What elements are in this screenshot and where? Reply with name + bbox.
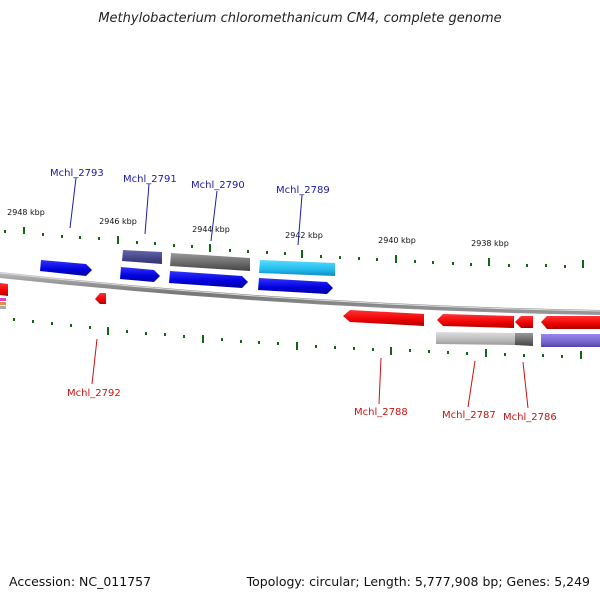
leader-line-mchl-2789: [297, 194, 303, 246]
gene-label-mchl-2790[interactable]: Mchl_2790: [191, 180, 245, 191]
leader-line-mchl-2793: [69, 177, 77, 229]
gene-label-mchl-2788[interactable]: Mchl_2788: [354, 407, 408, 418]
gene-label-mchl-2793[interactable]: Mchl_2793: [50, 168, 104, 179]
gene-stripe-left-edge-3: [0, 306, 6, 309]
gene-label-mchl-2787[interactable]: Mchl_2787: [442, 410, 496, 421]
gene-arrow-mchl-2792[interactable]: [95, 293, 106, 304]
gene-arrow-mchl-2793[interactable]: [40, 260, 92, 276]
gene-label-mchl-2789[interactable]: Mchl_2789: [276, 185, 330, 196]
gene-box-mchl-2786[interactable]: [515, 333, 533, 346]
leader-line-mchl-2788: [378, 357, 382, 405]
leader-line-mchl-2792: [91, 338, 98, 385]
tick-label: 2946 kbp: [99, 217, 137, 226]
leader-line-mchl-2786: [522, 361, 529, 409]
forward-strand-genes: [40, 250, 335, 294]
gene-arrow-mchl-2789-lower[interactable]: [258, 278, 333, 294]
outer-ruler: [4, 227, 584, 268]
gene-arrow-mchl-2791-lower[interactable]: [120, 267, 160, 282]
gene-label-mchl-2791[interactable]: Mchl_2791: [123, 174, 177, 185]
leader-line-mchl-2790: [210, 190, 218, 242]
genome-backbone: [0, 272, 600, 315]
tick-label: 2948 kbp: [7, 208, 45, 217]
gene-arrow-left-edge[interactable]: [0, 283, 8, 296]
gene-box-mchl-2791[interactable]: [122, 250, 162, 264]
gene-stripe-left-edge: [0, 298, 6, 301]
gene-arrow-mchl-2786[interactable]: [541, 316, 600, 329]
gene-label-mchl-2792[interactable]: Mchl_2792: [67, 388, 121, 399]
gene-stripe-left-edge-2: [0, 302, 6, 305]
gene-arrow-mchl-2787-small[interactable]: [515, 316, 533, 328]
gene-box-mchl-2790[interactable]: [170, 253, 250, 271]
gene-box-right-edge[interactable]: [541, 334, 600, 347]
tick-label: 2942 kbp: [285, 231, 323, 240]
forward-gene-labels: [69, 177, 303, 246]
gene-arrow-mchl-2790-lower[interactable]: [169, 271, 248, 288]
tick-label: 2940 kbp: [378, 236, 416, 245]
genome-summary-text: Topology: circular; Length: 5,777,908 bp…: [246, 574, 590, 589]
inner-ruler: [13, 318, 582, 359]
tick-label: 2938 kbp: [471, 239, 509, 248]
gene-arrow-mchl-2787[interactable]: [437, 314, 514, 328]
gene-box-mchl-2787[interactable]: [436, 332, 515, 345]
gene-box-mchl-2789[interactable]: [259, 260, 335, 276]
accession-text: Accession: NC_011757: [9, 574, 151, 589]
gene-arrow-mchl-2788[interactable]: [343, 310, 424, 326]
backbone-highlight: [0, 272, 600, 312]
leader-line-mchl-2787: [467, 360, 476, 408]
leader-line-mchl-2791: [144, 183, 150, 235]
reverse-gene-labels: [91, 338, 529, 409]
reverse-strand-genes: [0, 283, 600, 347]
gene-label-mchl-2786[interactable]: Mchl_2786: [503, 412, 557, 423]
tick-label: 2944 kbp: [192, 225, 230, 234]
map-title: Methylobacterium chloromethanicum CM4, c…: [98, 11, 501, 26]
